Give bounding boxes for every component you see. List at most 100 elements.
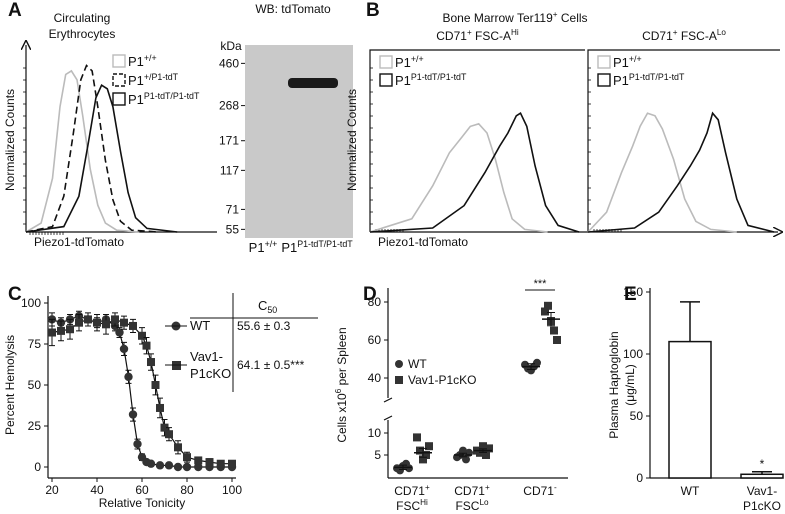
data-point xyxy=(173,462,183,472)
data-point xyxy=(93,318,101,327)
data-point xyxy=(115,328,124,337)
y-tick-label-part: 80 xyxy=(368,295,382,309)
error-bar xyxy=(547,311,555,327)
chart-title-part: Cells xyxy=(558,11,588,25)
panel-letter-part: E xyxy=(624,284,637,305)
chart-title: Erythrocytes xyxy=(49,27,116,41)
legend-label-part: P1cKO xyxy=(190,366,231,381)
panel-subtitle-part: + xyxy=(467,28,472,37)
y-tick-label: 171 xyxy=(219,134,239,148)
y-axis-label-part: Normalized Counts xyxy=(345,89,359,191)
data-point xyxy=(120,318,128,327)
y-axis-label: (μg/mL) xyxy=(623,364,637,406)
histogram-line xyxy=(587,111,775,233)
legend-label-part: Vav1-P1cKO xyxy=(408,373,476,387)
data-point xyxy=(164,461,174,470)
table-header-part: 50 xyxy=(267,305,277,315)
x-tick-label: WT xyxy=(681,484,700,498)
panel-frame xyxy=(369,49,585,232)
y-axis-label-part: per Spleen xyxy=(335,327,349,388)
legend-label: Vav1-P1cKO xyxy=(408,373,476,387)
y-tick-label: 40 xyxy=(368,371,382,385)
legend-label: P1+/+ xyxy=(613,54,642,70)
y-tick-label-part: 50 xyxy=(28,378,42,392)
data-point xyxy=(553,336,561,344)
panel-letter-part: D xyxy=(363,284,377,305)
x-tick-label: 80 xyxy=(180,483,194,497)
y-tick-label: 50 xyxy=(28,378,42,392)
annotation: *** xyxy=(534,278,548,290)
legend-swatch xyxy=(112,54,126,68)
data-point xyxy=(156,403,164,412)
data-point xyxy=(138,331,146,340)
x-tick-label: 60 xyxy=(135,483,149,497)
data-point xyxy=(533,358,541,367)
panel-subtitle-part: Lo xyxy=(717,28,727,37)
legend-label-part: P1 xyxy=(128,73,144,88)
blot-membrane xyxy=(245,45,353,238)
y-tick-label: 80 xyxy=(368,295,382,309)
y-tick-label: 0 xyxy=(636,471,643,485)
legend-label-part: +/+ xyxy=(629,54,642,64)
data-point xyxy=(111,315,119,324)
data-point xyxy=(544,301,552,310)
x-tick-label: FSCHi xyxy=(396,498,428,513)
annotation-part: * xyxy=(760,457,765,471)
data-point xyxy=(75,318,83,327)
panel-subtitle-part: + xyxy=(673,28,678,37)
y-axis-label: Normalized Counts xyxy=(345,89,359,191)
panel-letter-part: C xyxy=(8,284,22,305)
x-tick-label-part: 60 xyxy=(135,483,149,497)
x-tick-label-part: Lo xyxy=(479,498,489,507)
data-point xyxy=(405,464,413,473)
y-tick-label: 117 xyxy=(220,163,239,177)
x-axis-label: Piezo1-tdTomato xyxy=(34,235,124,249)
data-point xyxy=(216,459,225,468)
y-tick-label: 150 xyxy=(623,285,643,299)
x-tick-label-part: FSC xyxy=(455,499,479,513)
legend-label: P1+/P1-tdT xyxy=(128,72,179,88)
blot-title: WB: tdTomato xyxy=(255,2,331,16)
data-point xyxy=(151,381,160,389)
y-axis-label-part: kDa xyxy=(220,39,242,53)
y-tick-label-part: 10 xyxy=(368,426,382,440)
x-axis-label-part: Piezo1-tdTomato xyxy=(34,235,124,249)
data-point xyxy=(128,410,138,419)
legend-label-part: P1 xyxy=(128,54,144,69)
histogram-line xyxy=(25,64,159,233)
data-point xyxy=(416,446,424,455)
lane-label-part: P1 xyxy=(281,240,297,255)
chart-title-part: + xyxy=(553,10,558,19)
data-point xyxy=(48,328,56,337)
x-tick-label-part: CD71 xyxy=(454,484,485,498)
data-point xyxy=(84,315,92,324)
data-point xyxy=(102,320,110,329)
chart-title: Circulating xyxy=(54,11,111,25)
panel-frame xyxy=(587,49,780,232)
legend-marker xyxy=(395,360,403,368)
panel-subtitle: CD71+ FSC-ALo xyxy=(642,28,726,43)
histogram-line xyxy=(369,112,580,233)
y-tick-label: 50 xyxy=(630,409,644,423)
y-tick-label-part: 71 xyxy=(226,202,240,216)
x-tick-label-part: 20 xyxy=(45,483,59,497)
y-tick-label: 268 xyxy=(219,99,239,113)
y-tick-label-part: 171 xyxy=(219,134,239,148)
error-bar xyxy=(419,447,427,458)
legend-label: P1P1-tdT/P1-tdT xyxy=(395,72,467,88)
table-header-part: C xyxy=(258,298,267,313)
legend-label-part: P1-tdT/P1-tdT xyxy=(629,72,685,82)
x-tick-label-part: WT xyxy=(681,484,700,498)
data-point xyxy=(119,344,129,354)
data-point xyxy=(174,443,182,452)
y-tick-label-part: 25 xyxy=(28,419,42,433)
legend-label-part: P1-tdT/P1-tdT xyxy=(411,72,467,82)
data-point xyxy=(182,462,192,472)
y-tick-label: 460 xyxy=(219,56,239,70)
legend-label-part: +/P1-tdT xyxy=(144,72,179,82)
table-cell: 55.6 ± 0.3 xyxy=(237,319,291,333)
y-axis-label: Plasma Haptoglobin xyxy=(607,331,621,438)
x-tick-label: FSCLo xyxy=(455,498,489,513)
legend-label-part: Vav1- xyxy=(190,349,223,364)
